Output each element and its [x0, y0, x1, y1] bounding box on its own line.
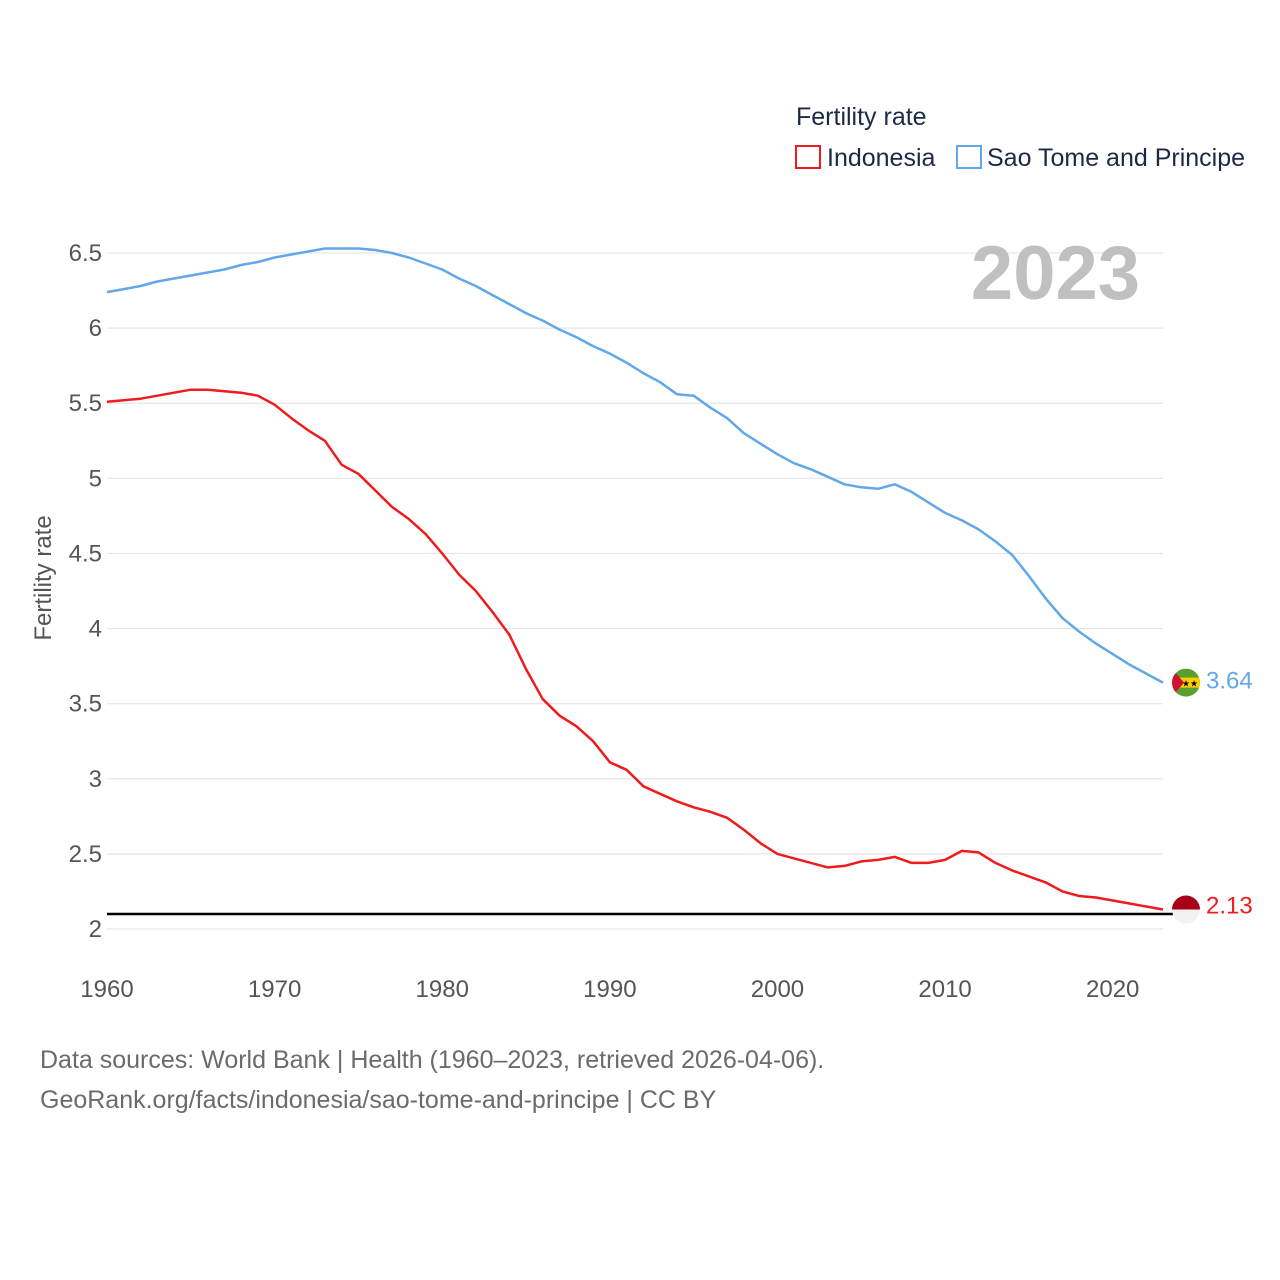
x-tick-label: 2010	[918, 976, 971, 1003]
source-line-1: Data sources: World Bank | Health (1960–…	[40, 1046, 824, 1074]
legend-swatch-sao-tome-and-principe[interactable]	[956, 145, 982, 169]
y-tick-label: 4.5	[69, 540, 102, 567]
source-line-2[interactable]: GeoRank.org/facts/indonesia/sao-tome-and…	[40, 1086, 717, 1114]
x-tick-label: 1990	[583, 976, 636, 1003]
grid-lines	[107, 252, 1163, 930]
svg-text:★★: ★★	[1182, 680, 1198, 690]
series-line-sao-tome-and-principe[interactable]	[106, 247, 1164, 684]
end-value-sao-tome-and-principe: 3.64	[1206, 668, 1253, 695]
legend-label-sao-tome-and-principe[interactable]: Sao Tome and Principe	[987, 144, 1245, 172]
x-tick-label: 1960	[80, 976, 133, 1003]
y-tick-label: 5.5	[69, 390, 102, 417]
legend-title: Fertility rate	[796, 103, 927, 131]
y-tick-label: 3.5	[69, 691, 102, 718]
year-label: 2023	[971, 231, 1140, 316]
series-lines	[106, 247, 1164, 911]
y-tick-label: 2.5	[69, 841, 102, 868]
x-axis-ticks: 1960 1970 1980 1990 2000 2010 2020	[80, 976, 1139, 1003]
y-tick-label: 4	[89, 616, 102, 643]
y-tick-label: 5	[89, 465, 102, 492]
legend-swatch-indonesia[interactable]	[795, 145, 821, 169]
x-tick-label: 2020	[1086, 976, 1139, 1003]
y-tick-label: 6	[89, 315, 102, 342]
x-tick-label: 1970	[248, 976, 301, 1003]
y-tick-label: 3	[89, 766, 102, 793]
series-line-indonesia[interactable]	[106, 388, 1164, 911]
legend-label-indonesia[interactable]: Indonesia	[827, 144, 936, 172]
y-axis-title: Fertility rate	[30, 515, 57, 640]
flag-sao-tome-and-principe-icon: ★★	[1172, 668, 1200, 697]
end-value-indonesia: 2.13	[1206, 893, 1253, 920]
x-tick-label: 2000	[751, 976, 804, 1003]
x-tick-label: 1980	[416, 976, 469, 1003]
y-tick-label: 2	[89, 916, 102, 943]
legend: Fertility rate Indonesia Sao Tome and Pr…	[795, 103, 1245, 172]
y-tick-label: 6.5	[69, 240, 102, 267]
y-axis-ticks: 2 2.5 3 3.5 4 4.5 5 5.5 6 6.5	[69, 240, 102, 943]
flag-indonesia-icon	[1172, 895, 1200, 924]
